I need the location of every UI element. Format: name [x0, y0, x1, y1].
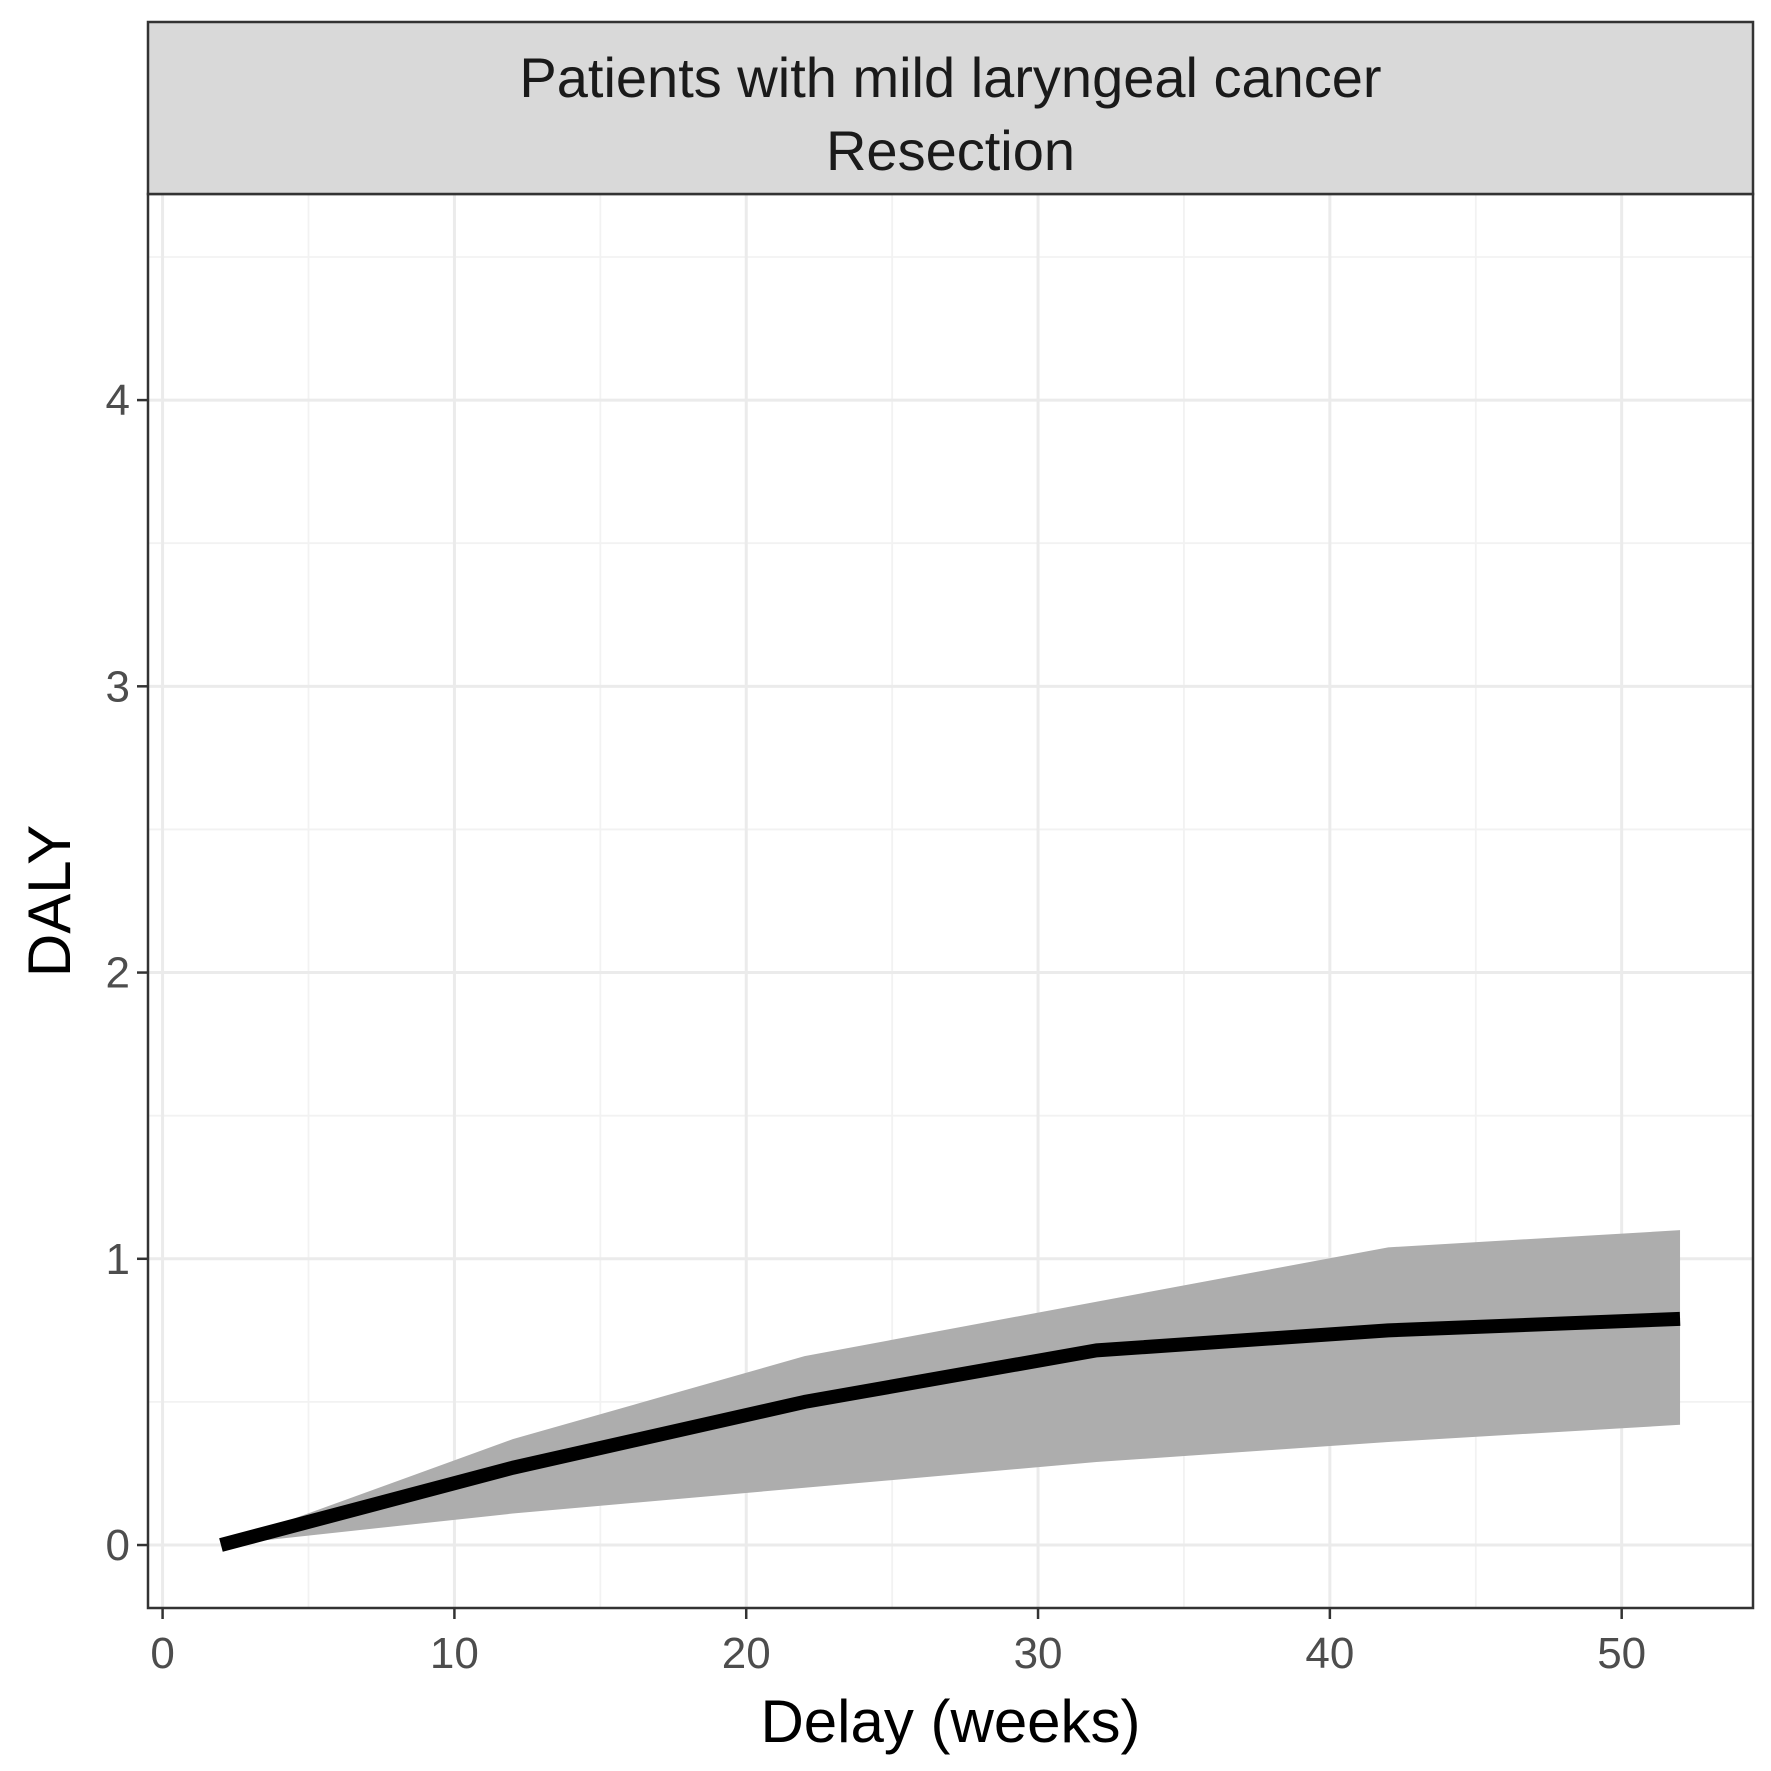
- y-tick-label: 0: [106, 1521, 130, 1570]
- y-axis: 0 1 2 3 4: [106, 376, 148, 1570]
- facet-strip-background: [146, 20, 1755, 196]
- plot-panel: [146, 192, 1755, 1610]
- x-tick-label: 40: [1305, 1629, 1354, 1678]
- y-axis-title: DALY: [16, 825, 83, 977]
- facet-strip-title-line1: Patients with mild laryngeal cancer: [519, 46, 1381, 109]
- y-tick-label: 2: [106, 949, 130, 998]
- y-tick-label: 1: [106, 1235, 130, 1284]
- y-tick-label: 4: [106, 376, 130, 425]
- daly-line: [219, 1311, 1681, 1552]
- facet-strip-title-line2: Resection: [826, 119, 1075, 182]
- major-gridlines: [148, 194, 1753, 1608]
- x-tick-label: 0: [150, 1629, 174, 1678]
- x-tick-label: 30: [1014, 1629, 1063, 1678]
- series-layer: [219, 1230, 1681, 1552]
- x-tick-label: 10: [430, 1629, 479, 1678]
- x-tick-label: 50: [1597, 1629, 1646, 1678]
- x-axis-title: Delay (weeks): [760, 1688, 1140, 1755]
- confidence-ribbon: [220, 1230, 1681, 1546]
- facet-strip: Patients with mild laryngeal cancer Rese…: [146, 20, 1755, 196]
- y-tick-label: 3: [106, 662, 130, 711]
- x-tick-label: 20: [722, 1629, 771, 1678]
- x-axis: 0 10 20 30 40 50: [150, 1608, 1646, 1678]
